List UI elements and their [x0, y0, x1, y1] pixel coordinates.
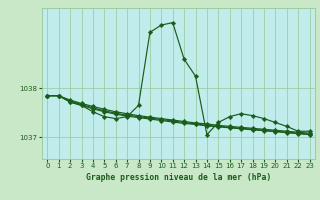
X-axis label: Graphe pression niveau de la mer (hPa): Graphe pression niveau de la mer (hPa) — [86, 173, 271, 182]
